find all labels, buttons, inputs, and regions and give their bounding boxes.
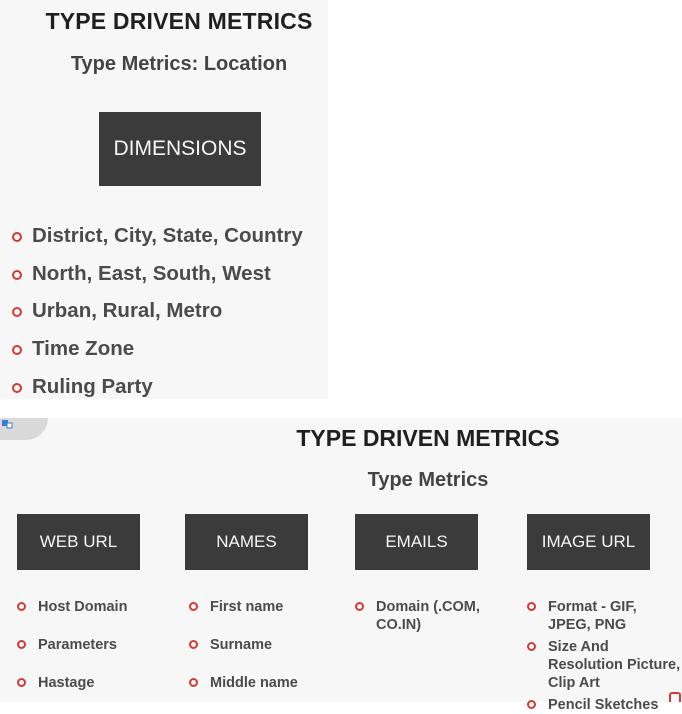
bullet-icon: [12, 383, 22, 393]
bullet-icon: [189, 602, 198, 611]
list-item-text: Middle name: [210, 675, 298, 691]
dimensions-box: DIMENSIONS: [99, 112, 261, 186]
list-item-text: Domain (.COM, CO.IN): [376, 599, 480, 633]
bullet-icon: [527, 602, 536, 611]
names-list: First name Surname Middle name: [189, 598, 339, 692]
list-item-text: North, East, South, West: [32, 262, 271, 285]
list-item: District, City, State, Country: [0, 220, 328, 258]
slide-top-title: TYPE DRIVEN METRICS: [0, 8, 358, 35]
list-item-text: Time Zone: [32, 337, 134, 360]
list-item: Parameters: [17, 636, 167, 654]
bullet-icon: [355, 602, 364, 611]
image-url-box: IMAGE URL: [527, 514, 650, 570]
list-item: Middle name: [189, 674, 339, 692]
bullet-icon: [527, 642, 536, 651]
list-item: Urban, Rural, Metro: [0, 295, 328, 333]
web-url-list: Host Domain Parameters Hastage: [17, 598, 167, 692]
list-item: First name: [189, 598, 339, 616]
list-item: Domain (.COM, CO.IN): [355, 598, 490, 634]
list-item-text: Parameters: [38, 637, 117, 653]
list-item: Time Zone: [0, 333, 328, 371]
slide-bottom-title: TYPE DRIVEN METRICS: [228, 425, 628, 452]
bullet-icon: [12, 307, 22, 317]
list-item: Size And Resolution Picture, Clip Art: [527, 638, 682, 692]
list-item-text: Pencil Sketches: [548, 697, 658, 713]
slide-bottom-subtitle: Type Metrics: [228, 469, 628, 492]
list-item-text: District, City, State, Country: [32, 224, 303, 247]
bullet-icon: [189, 678, 198, 687]
emails-list: Domain (.COM, CO.IN): [355, 598, 490, 634]
web-url-box: WEB URL: [17, 514, 140, 570]
emails-box: EMAILS: [355, 514, 478, 570]
bullet-icon: [17, 602, 26, 611]
list-item-text: Urban, Rural, Metro: [32, 299, 222, 322]
list-item-text: Hastage: [38, 675, 94, 691]
bullet-icon: [189, 640, 198, 649]
list-item: Hastage: [17, 674, 167, 692]
list-item: Format - GIF, JPEG, PNG: [527, 598, 682, 634]
list-item: Pencil Sketches: [527, 696, 682, 714]
bullet-icon: [17, 640, 26, 649]
list-item-text: Ruling Party: [32, 375, 153, 398]
list-item-text: First name: [210, 599, 283, 615]
list-item-text: Host Domain: [38, 599, 127, 615]
list-item-text: Size And Resolution Picture, Clip Art: [548, 639, 680, 691]
bullet-icon: [12, 270, 22, 280]
edge-handle: [669, 692, 681, 702]
list-item: Ruling Party: [0, 371, 328, 409]
names-box: NAMES: [185, 514, 308, 570]
list-item-text: Format - GIF, JPEG, PNG: [548, 599, 637, 633]
bullet-icon: [12, 232, 22, 242]
bullet-icon: [527, 700, 536, 709]
image-url-list: Format - GIF, JPEG, PNG Size And Resolut…: [527, 598, 682, 714]
expand-icon[interactable]: [1, 419, 13, 429]
list-item: Host Domain: [17, 598, 167, 616]
list-item: Surname: [189, 636, 339, 654]
bullet-icon: [17, 678, 26, 687]
list-item-text: Surname: [210, 637, 272, 653]
location-list: District, City, State, Country North, Ea…: [0, 220, 328, 408]
list-item: North, East, South, West: [0, 258, 328, 296]
bullet-icon: [12, 345, 22, 355]
slide-top-subtitle: Type Metrics: Location: [0, 53, 358, 76]
